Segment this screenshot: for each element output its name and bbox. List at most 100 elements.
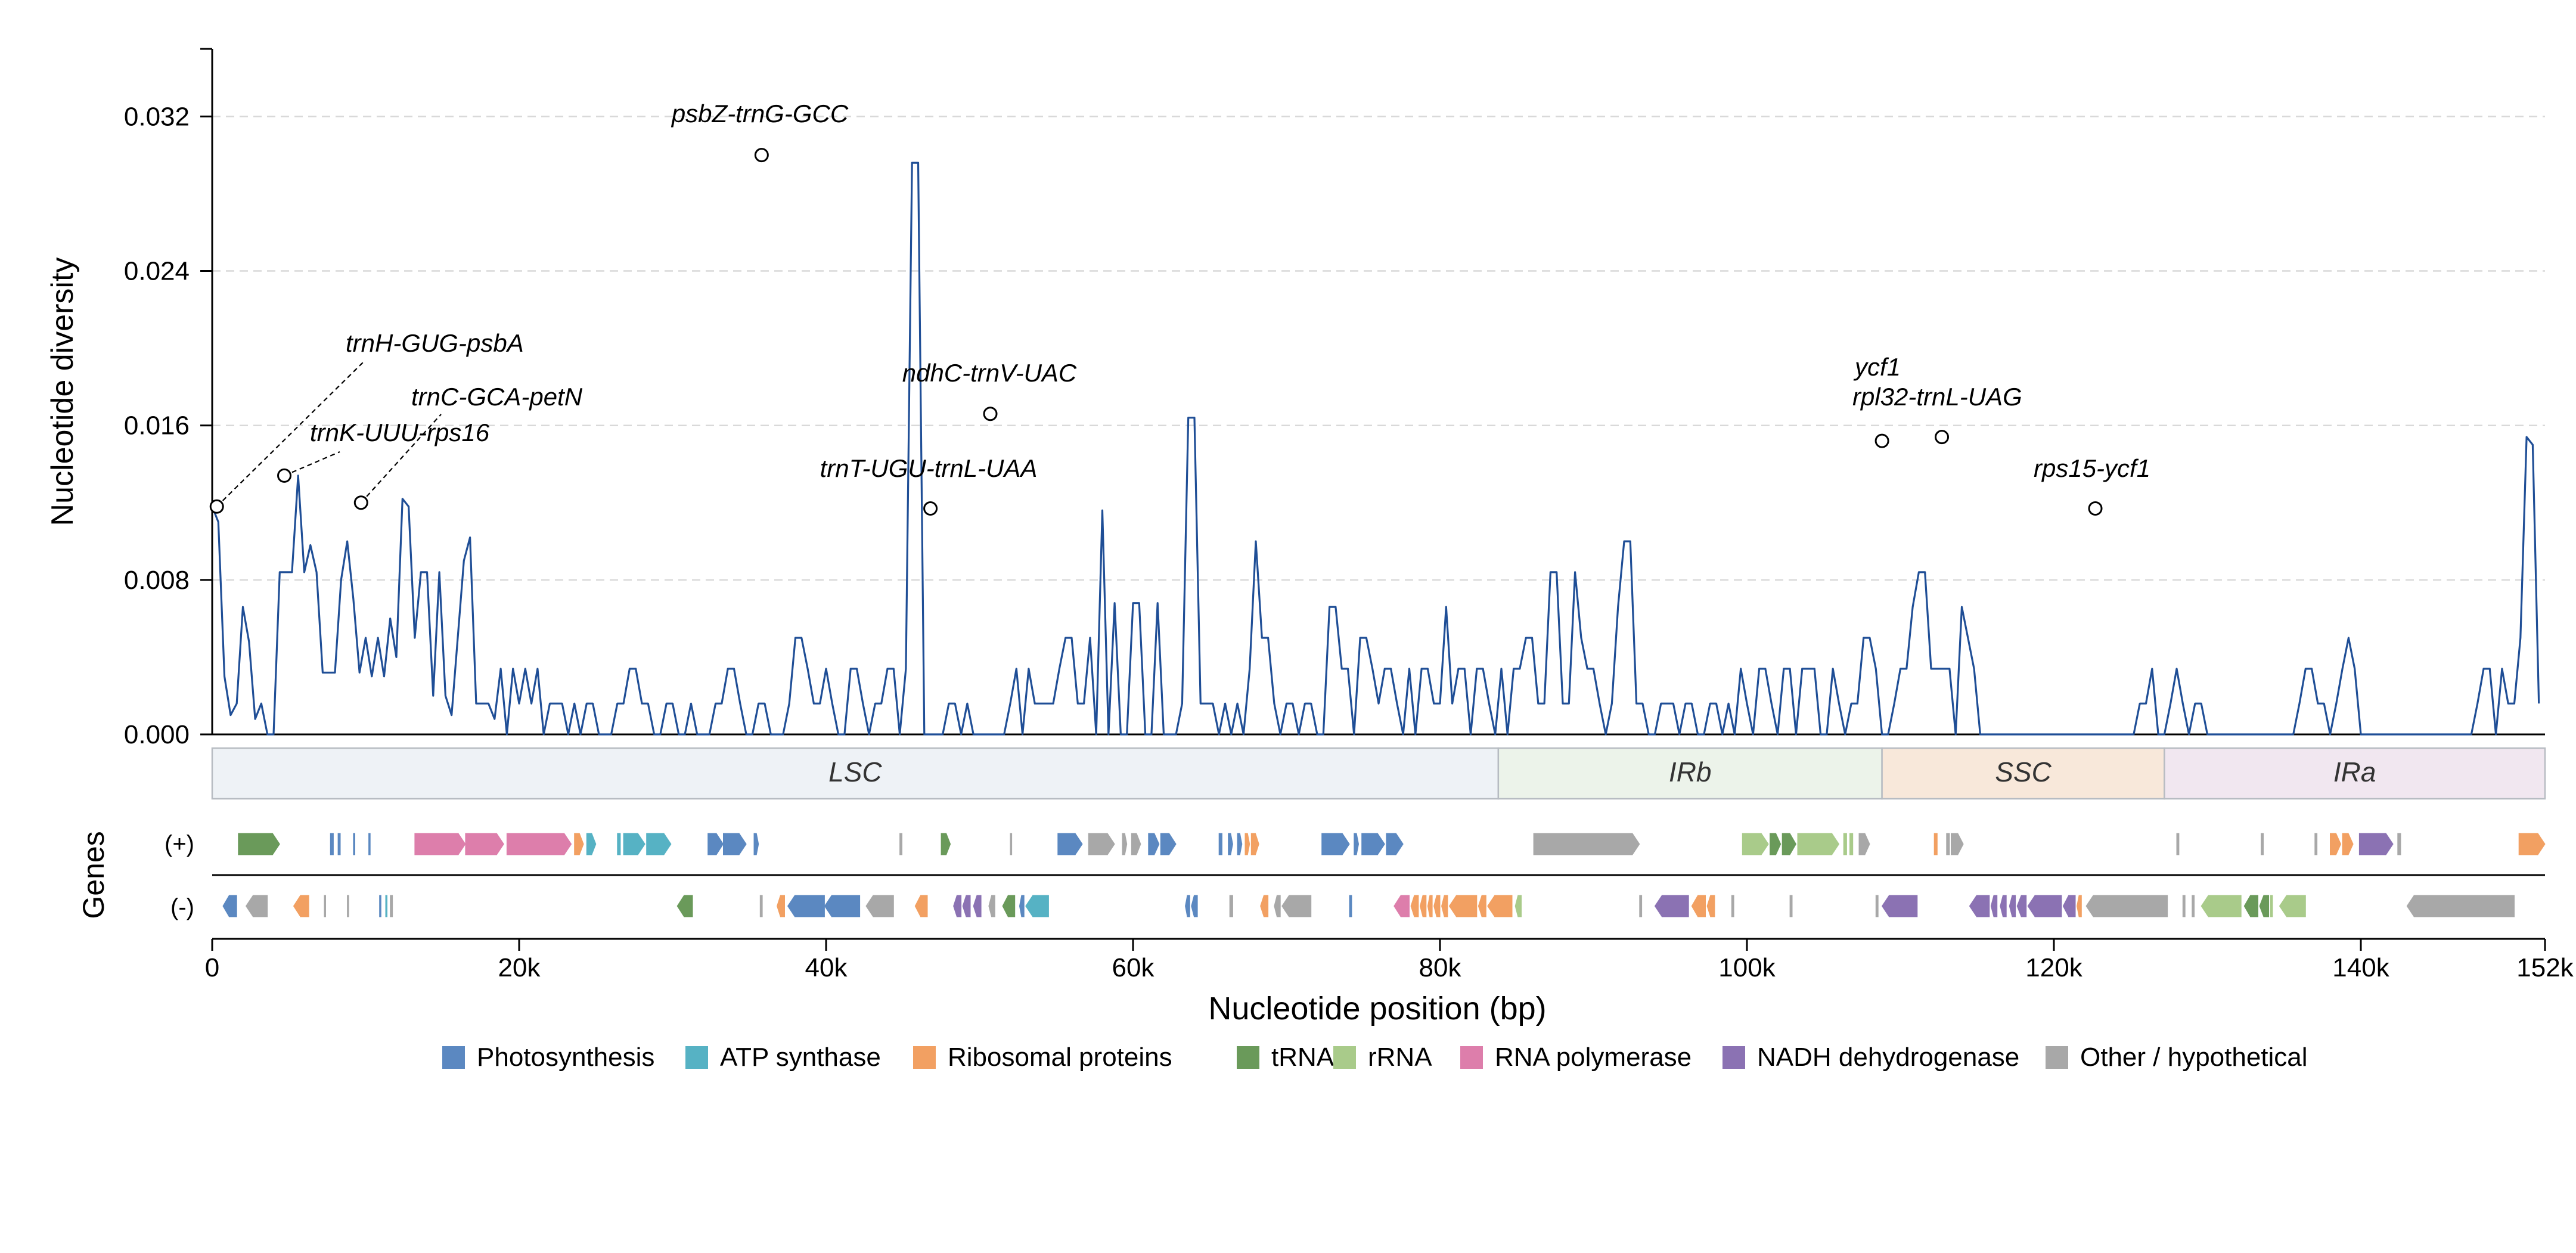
annotation-marker — [2088, 501, 2103, 516]
gene-arrow — [2397, 833, 2401, 855]
annotation-leader — [216, 361, 364, 507]
gene-arrow — [899, 833, 902, 855]
gene-arrow — [1281, 895, 1312, 917]
strand-plus-label: (+) — [165, 831, 194, 857]
gene-arrow — [337, 833, 341, 855]
region-label: IRa — [2333, 756, 2376, 787]
x-tick-label: 100k — [1718, 953, 1776, 982]
gene-arrow — [222, 895, 237, 917]
gene-arrow — [953, 895, 962, 917]
gene-arrow — [2027, 895, 2062, 917]
region-ira — [2164, 747, 2546, 800]
legend-label: tRNA — [1271, 1043, 1334, 1072]
legend-label: NADH dehydrogenase — [1757, 1043, 2019, 1072]
legend-swatch — [1722, 1046, 1745, 1069]
legend-swatch — [1237, 1046, 1259, 1069]
annotation-label: trnK-UUU-rps16 — [310, 418, 490, 446]
gene-arrow — [2330, 833, 2342, 855]
x-ticks: 0 20k 40k 60k 80k 100k 120k 140k 152k — [205, 939, 2574, 982]
gene-arrow — [324, 895, 326, 917]
gene-arrow — [1229, 895, 1233, 917]
gene-arrow — [759, 895, 763, 917]
gene-arrow — [2342, 833, 2354, 855]
gene-arrow — [245, 895, 268, 917]
legend-label: Other / hypothetical — [2080, 1043, 2308, 1072]
gene-arrow — [2009, 895, 2016, 917]
gene-arrow — [2314, 833, 2318, 855]
x-tick-label: 0 — [205, 953, 219, 982]
gene-arrow — [2085, 895, 2168, 917]
gene-arrow — [379, 895, 381, 917]
gene-arrow — [2270, 895, 2273, 917]
annotation-marker — [353, 495, 368, 510]
gene-arrow — [1185, 895, 1190, 917]
gene-arrow — [385, 895, 387, 917]
gene-arrow — [2000, 895, 2007, 917]
strand-minus-label: (-) — [170, 894, 194, 920]
gene-arrow — [1731, 895, 1734, 917]
annotation-marker — [1935, 430, 1950, 445]
legend-label: Ribosomal proteins — [948, 1043, 1172, 1072]
gene-arrow — [506, 833, 572, 855]
grid-lines — [212, 116, 2545, 581]
gene-arrow — [1691, 895, 1706, 917]
gene-arrow — [1131, 833, 1141, 855]
legend-swatch — [442, 1046, 465, 1069]
gene-arrow — [1858, 833, 1870, 855]
y-tick-label: 0.008 — [124, 566, 190, 595]
gene-arrow — [646, 833, 672, 855]
legend-swatch — [913, 1046, 936, 1069]
gene-arrow — [1361, 833, 1385, 855]
gene-arrow — [1782, 833, 1796, 855]
genes-track-label: Genes — [77, 831, 110, 919]
gene-arrow — [1881, 895, 1918, 917]
gene-arrow — [1386, 833, 1404, 855]
x-tick-label: 152k — [2516, 953, 2574, 982]
y-tick-label: 0.000 — [124, 720, 190, 749]
annotation-label: ycf1 — [1853, 353, 1901, 381]
peak-annotations: trnH-GUG-psbA trnK-UUU-rps16 trnC-GCA-petN… — [209, 100, 2150, 516]
x-tick-label: 80k — [1419, 953, 1462, 982]
x-axis-label: Nucleotide position (bp) — [1208, 991, 1546, 1026]
gene-arrow — [1441, 895, 1448, 917]
gene-arrow — [941, 833, 951, 855]
region-label: LSC — [828, 756, 882, 787]
gene-arrow — [787, 895, 825, 917]
gene-arrow — [777, 895, 785, 917]
gene-arrow — [1260, 895, 1269, 917]
x-tick-label: 140k — [2332, 953, 2389, 982]
gene-arrow — [1218, 833, 1222, 855]
gene-arrow — [2192, 895, 2195, 917]
gene-arrow — [1025, 895, 1049, 917]
y-tick-label: 0.016 — [124, 411, 190, 441]
gene-arrow — [1349, 895, 1352, 917]
gene-arrow — [1951, 833, 1964, 855]
legend-label: rRNA — [1368, 1043, 1432, 1072]
gene-arrow — [1639, 895, 1643, 917]
gene-tracks — [222, 833, 2546, 917]
x-tick-label: 20k — [498, 953, 541, 982]
annotation-leader — [284, 451, 340, 476]
gene-arrow — [1393, 895, 1410, 917]
legend-swatch — [2046, 1046, 2068, 1069]
gene-arrow — [1478, 895, 1486, 917]
gene-arrow — [914, 895, 928, 917]
x-tick-label: 60k — [1112, 953, 1155, 982]
gene-arrow — [2201, 895, 2242, 917]
gene-arrow — [2176, 833, 2180, 855]
gene-arrow — [2358, 833, 2394, 855]
gene-arrow — [723, 833, 747, 855]
gene-arrow — [1244, 833, 1250, 855]
annotation-marker — [754, 148, 769, 163]
gene-arrow — [1654, 895, 1689, 917]
gene-arrow — [1706, 895, 1715, 917]
region-lsc — [211, 747, 1500, 800]
legend-swatch — [1460, 1046, 1483, 1069]
gene-arrow — [574, 833, 584, 855]
gene-arrow — [676, 895, 693, 917]
gene-arrow — [1122, 833, 1128, 855]
annotation-marker — [209, 499, 224, 514]
gene-arrow — [1019, 895, 1025, 917]
gene-arrow — [330, 833, 334, 855]
legend-label: Photosynthesis — [477, 1043, 654, 1072]
